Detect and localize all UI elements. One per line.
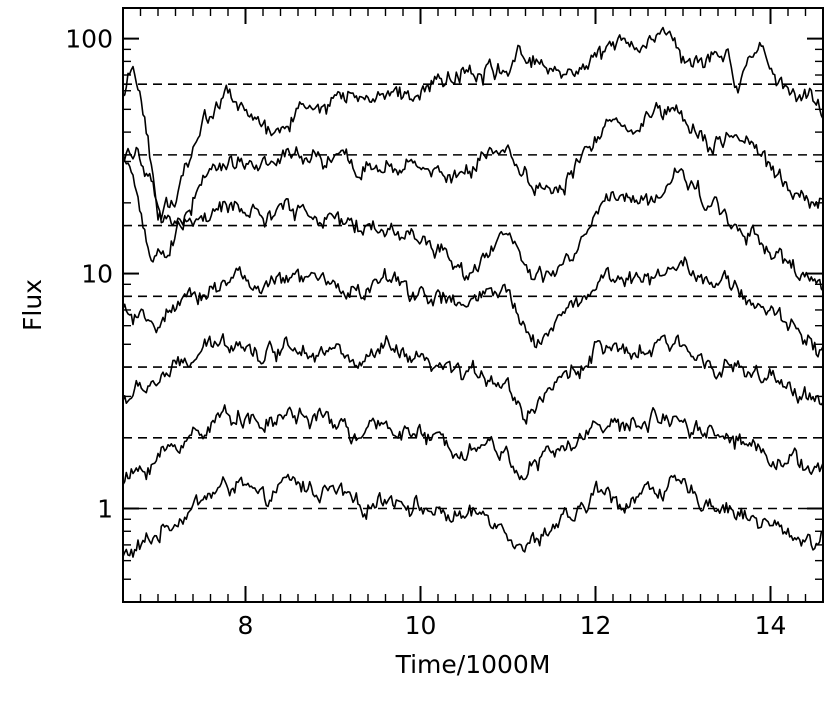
x-tick-label: 14 (755, 611, 787, 640)
y-axis-ticks: 1 10 100 (65, 25, 823, 603)
x-axis-label: Time/1000M (395, 650, 551, 679)
x-axis-ticks: 8 10 12 14 (122, 8, 824, 640)
flux-series-64 (122, 26, 824, 221)
flux-series-2 (122, 404, 824, 485)
flux-series-4 (122, 333, 824, 425)
x-tick-label: 10 (405, 611, 437, 640)
flux-series-1 (122, 473, 824, 558)
x-tick-label: 8 (238, 611, 254, 640)
flux-series-32 (122, 101, 824, 227)
flux-series-8 (122, 256, 824, 358)
plot-frame (122, 7, 824, 603)
x-tick-label: 12 (580, 611, 612, 640)
flux-series-lines (122, 26, 824, 558)
y-tick-label: 1 (97, 495, 113, 524)
y-tick-label: 10 (81, 260, 113, 289)
flux-series-16 (122, 153, 824, 292)
y-tick-label: 100 (65, 25, 113, 54)
reference-lines (123, 83, 823, 510)
y-axis-label: Flux (18, 279, 47, 331)
